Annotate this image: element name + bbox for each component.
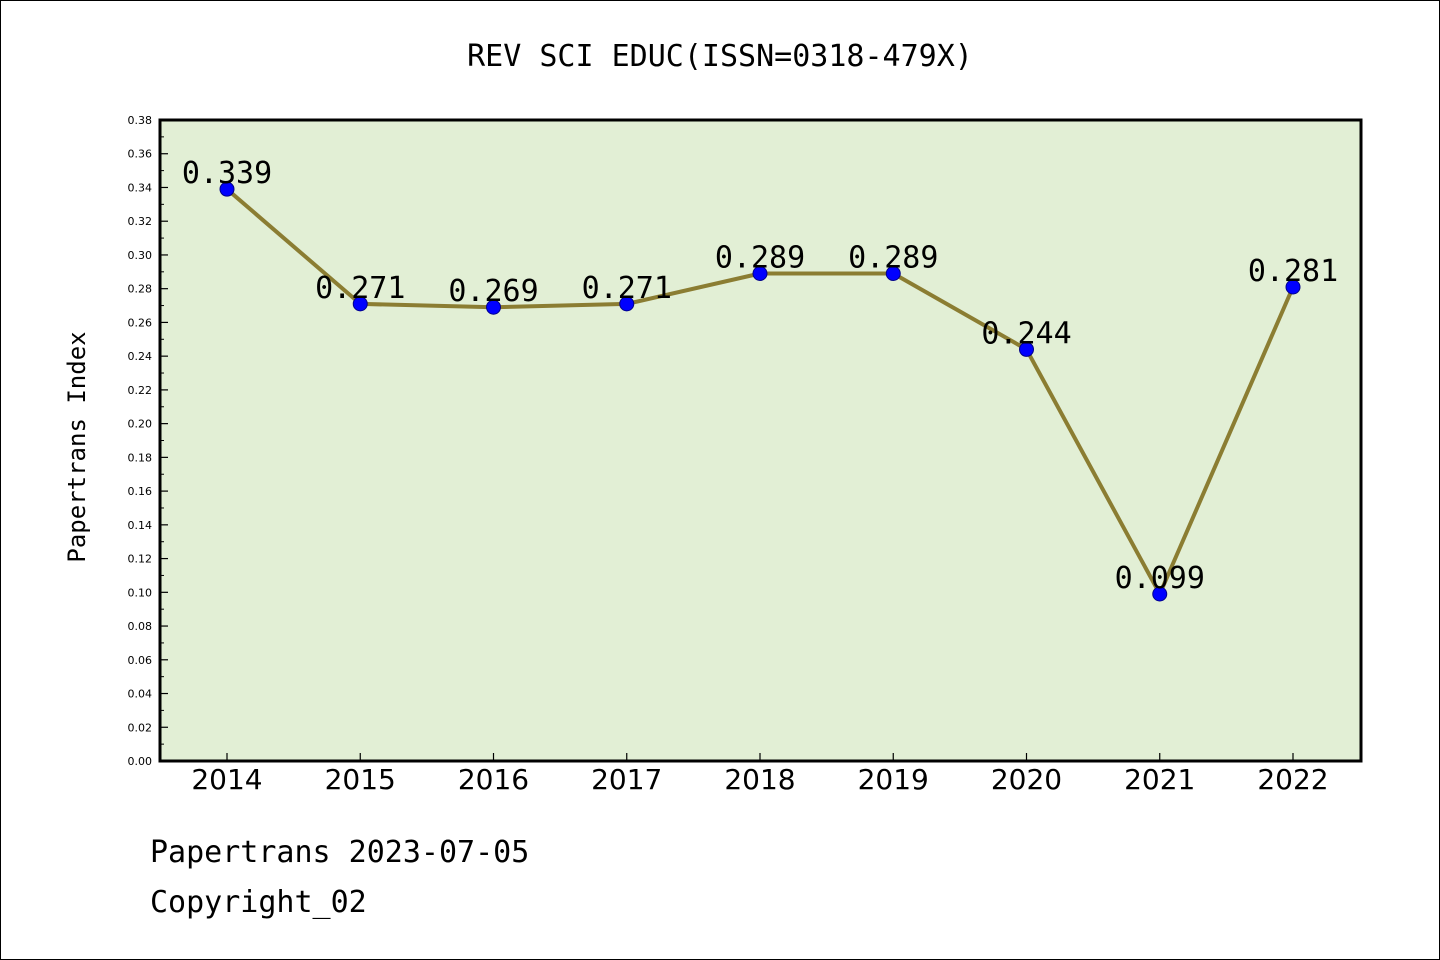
x-tick-label: 2018: [724, 763, 795, 796]
y-tick-label: 0.28: [128, 283, 153, 296]
y-tick-label: 0.00: [128, 755, 153, 768]
y-axis-ticks: 0.00 0.02 0.04 0.06 0.08 0.10 0.12 0.14 0.16 0.18…: [128, 114, 168, 768]
data-label: 0.289: [715, 241, 805, 276]
plot-area: [158, 118, 1363, 763]
x-tick-label: 2015: [325, 763, 396, 796]
series-group: [219, 181, 1301, 602]
y-tick-label: 0.38: [128, 114, 153, 127]
data-point-marker: [752, 266, 768, 282]
y-tick-label: 0.08: [128, 620, 153, 633]
x-axis-ticks: 2014 2015 2016 2017 2018 2019 2020 2021 2022: [191, 753, 1329, 796]
data-label: 0.271: [315, 271, 405, 306]
data-label: 0.339: [182, 156, 272, 191]
data-point-marker: [1019, 341, 1034, 357]
y-tick-label: 0.20: [128, 418, 153, 431]
data-label: 0.244: [981, 316, 1071, 351]
x-tick-label: 2016: [458, 763, 529, 796]
y-tick-label: 0.26: [128, 316, 153, 329]
data-label: 0.269: [448, 274, 538, 309]
data-point-marker: [352, 296, 368, 312]
footer-copyright: Copyright_02: [150, 885, 367, 920]
data-point-marker: [219, 181, 235, 197]
y-tick-label: 0.36: [128, 148, 153, 161]
data-point-marker: [619, 296, 635, 312]
y-tick-label: 0.02: [128, 721, 153, 734]
data-labels: 0.339 0.271 0.269 0.271 0.289 0.289 0.244 0.099…: [182, 156, 1338, 596]
y-tick-label: 0.30: [128, 249, 153, 262]
y-tick-label: 0.32: [128, 215, 153, 228]
y-tick-label: 0.22: [128, 384, 153, 397]
x-tick-label: 2020: [991, 763, 1062, 796]
data-point-marker: [1285, 279, 1301, 295]
x-tick-label: 2019: [858, 763, 929, 796]
x-tick-label: 2017: [591, 763, 662, 796]
x-tick-label: 2021: [1124, 763, 1195, 796]
y-tick-label: 0.18: [128, 451, 153, 464]
data-label: 0.271: [582, 271, 672, 306]
y-tick-label: 0.04: [128, 688, 153, 701]
x-tick-label: 2022: [1257, 763, 1328, 796]
y-tick-label: 0.14: [128, 519, 153, 532]
chart-title: REV SCI EDUC(ISSN=0318-479X): [467, 39, 973, 74]
y-tick-label: 0.10: [128, 586, 153, 599]
footer-date: Papertrans 2023-07-05: [150, 835, 530, 870]
data-label: 0.289: [848, 241, 938, 276]
y-tick-label: 0.16: [128, 485, 153, 498]
y-axis-label: Papertrans Index: [63, 331, 91, 562]
y-tick-label: 0.34: [128, 181, 153, 194]
y-tick-label: 0.12: [128, 553, 153, 566]
data-point-marker: [1152, 586, 1168, 602]
y-tick-label: 0.06: [128, 654, 153, 667]
data-point-marker: [885, 266, 901, 282]
x-tick-label: 2014: [191, 763, 262, 796]
data-label: 0.099: [1115, 561, 1205, 596]
data-label: 0.281: [1248, 254, 1338, 289]
data-point-marker: [486, 299, 501, 315]
y-tick-label: 0.24: [128, 350, 153, 363]
